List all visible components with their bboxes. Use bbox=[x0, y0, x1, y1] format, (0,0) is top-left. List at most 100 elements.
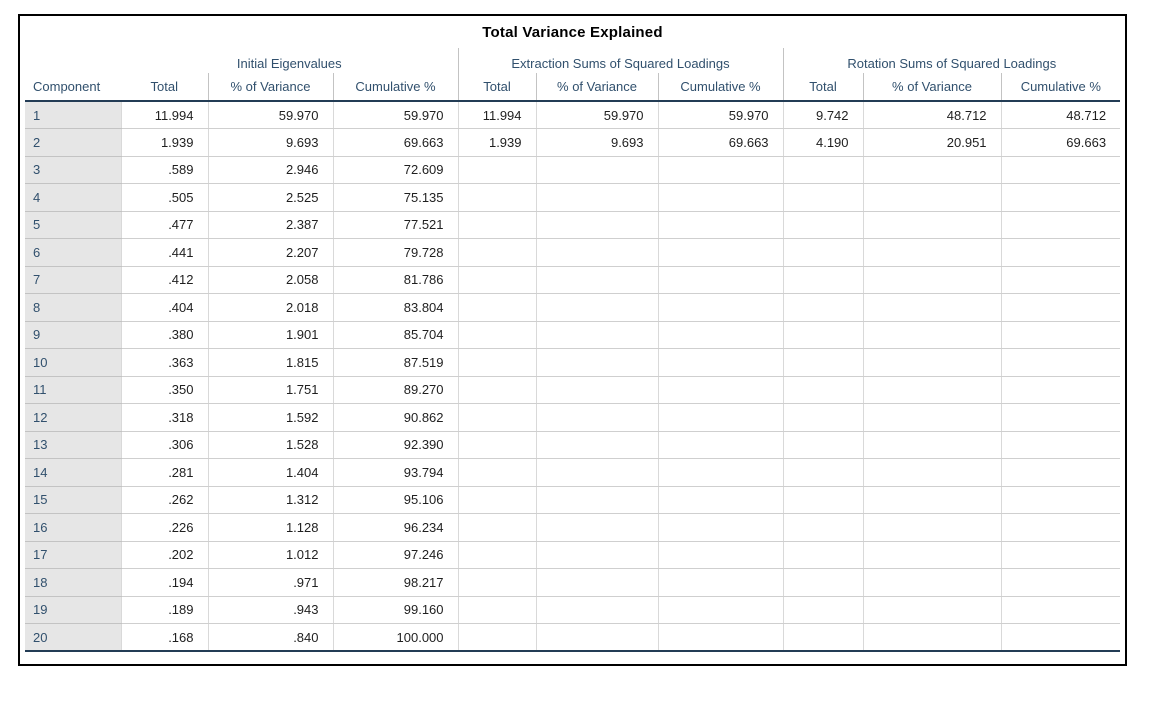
value-cell bbox=[782, 293, 864, 322]
component-cell: 2 bbox=[25, 128, 121, 157]
value-cell: 9.742 bbox=[782, 101, 864, 129]
table-row: 13.306 1.528 92.390 bbox=[25, 431, 1121, 459]
value-cell bbox=[457, 568, 537, 597]
value-cell bbox=[782, 211, 864, 239]
value-cell: .404 bbox=[120, 293, 208, 322]
value-cell bbox=[657, 348, 784, 377]
value-cell bbox=[457, 376, 537, 404]
value-cell bbox=[657, 513, 784, 542]
value-cell bbox=[657, 293, 784, 322]
table-row: 20.168.840 100.000 bbox=[25, 623, 1121, 652]
value-cell bbox=[782, 403, 864, 432]
value-cell bbox=[1000, 458, 1121, 487]
value-cell: 1.751 bbox=[207, 376, 333, 404]
value-cell: 79.728 bbox=[332, 238, 459, 267]
value-cell: 20.951 bbox=[862, 128, 1002, 157]
value-cell bbox=[457, 596, 537, 624]
value-cell: .971 bbox=[207, 568, 333, 597]
value-cell bbox=[457, 513, 537, 542]
value-cell bbox=[657, 596, 784, 624]
value-cell: 100.000 bbox=[332, 623, 459, 652]
value-cell bbox=[1000, 541, 1121, 569]
value-cell: .194 bbox=[120, 568, 208, 597]
value-cell: 4.190 bbox=[782, 128, 864, 157]
value-cell bbox=[457, 348, 537, 377]
value-cell: .441 bbox=[120, 238, 208, 267]
value-cell bbox=[782, 376, 864, 404]
value-cell: 69.663 bbox=[332, 128, 459, 157]
table-row: 9.380 1.901 85.704 bbox=[25, 321, 1121, 349]
table-row: 16.226 1.128 96.234 bbox=[25, 513, 1121, 542]
value-cell bbox=[1000, 596, 1121, 624]
value-cell bbox=[535, 403, 659, 432]
value-cell bbox=[657, 156, 784, 184]
col-header-total-rotation: Total bbox=[782, 73, 864, 102]
value-cell bbox=[1000, 513, 1121, 542]
value-cell: 11.994 bbox=[457, 101, 537, 129]
component-cell: 9 bbox=[25, 321, 121, 349]
value-cell bbox=[782, 541, 864, 569]
group-header-row: Initial Eigenvalues Extraction Sums of S… bbox=[25, 48, 1121, 73]
value-cell: .505 bbox=[120, 183, 208, 212]
value-cell bbox=[782, 458, 864, 487]
value-cell bbox=[782, 623, 864, 652]
variance-table: Initial Eigenvalues Extraction Sums of S… bbox=[25, 48, 1121, 652]
value-cell bbox=[782, 266, 864, 294]
component-cell: 11 bbox=[25, 376, 121, 404]
value-cell bbox=[657, 541, 784, 569]
value-cell bbox=[657, 321, 784, 349]
component-cell: 8 bbox=[25, 293, 121, 322]
value-cell bbox=[862, 458, 1002, 487]
component-cell: 16 bbox=[25, 513, 121, 542]
col-header-total-initial: Total bbox=[121, 73, 208, 102]
value-cell bbox=[862, 211, 1002, 239]
value-cell: 72.609 bbox=[332, 156, 459, 184]
component-cell: 7 bbox=[25, 266, 121, 294]
sub-header-row: Component Total % of Variance Cumulative… bbox=[25, 73, 1121, 102]
value-cell bbox=[457, 238, 537, 267]
value-cell bbox=[535, 568, 659, 597]
value-cell: 98.217 bbox=[332, 568, 459, 597]
value-cell bbox=[657, 266, 784, 294]
value-cell: .168 bbox=[120, 623, 208, 652]
value-cell: 2.058 bbox=[207, 266, 333, 294]
value-cell bbox=[535, 376, 659, 404]
value-cell: .363 bbox=[120, 348, 208, 377]
component-cell: 14 bbox=[25, 458, 121, 487]
value-cell: .226 bbox=[120, 513, 208, 542]
value-cell: .202 bbox=[120, 541, 208, 569]
value-cell bbox=[1000, 293, 1121, 322]
value-cell bbox=[657, 458, 784, 487]
value-cell bbox=[535, 513, 659, 542]
value-cell bbox=[1000, 431, 1121, 459]
value-cell bbox=[457, 266, 537, 294]
value-cell bbox=[457, 321, 537, 349]
value-cell: .306 bbox=[120, 431, 208, 459]
component-cell: 12 bbox=[25, 403, 121, 432]
value-cell: 9.693 bbox=[207, 128, 333, 157]
component-cell: 3 bbox=[25, 156, 121, 184]
value-cell bbox=[535, 486, 659, 514]
value-cell bbox=[535, 321, 659, 349]
value-cell: 1.128 bbox=[207, 513, 333, 542]
value-cell bbox=[862, 183, 1002, 212]
value-cell bbox=[782, 596, 864, 624]
value-cell bbox=[862, 348, 1002, 377]
value-cell: 9.693 bbox=[535, 128, 659, 157]
value-cell: 48.712 bbox=[1000, 101, 1121, 129]
value-cell bbox=[782, 321, 864, 349]
value-cell bbox=[862, 623, 1002, 652]
value-cell bbox=[1000, 321, 1121, 349]
component-cell: 17 bbox=[25, 541, 121, 569]
value-cell bbox=[862, 266, 1002, 294]
table-row: 2 1.939 9.693 69.663 1.939 9.693 69.663 4.190 20… bbox=[25, 128, 1121, 157]
component-cell: 15 bbox=[25, 486, 121, 514]
table-row: 10.363 1.815 87.519 bbox=[25, 348, 1121, 377]
value-cell bbox=[457, 486, 537, 514]
value-cell: 59.970 bbox=[657, 101, 784, 129]
value-cell: .281 bbox=[120, 458, 208, 487]
component-cell: 20 bbox=[25, 623, 121, 652]
component-cell: 1 bbox=[25, 101, 121, 129]
value-cell bbox=[782, 486, 864, 514]
value-cell: 89.270 bbox=[332, 376, 459, 404]
